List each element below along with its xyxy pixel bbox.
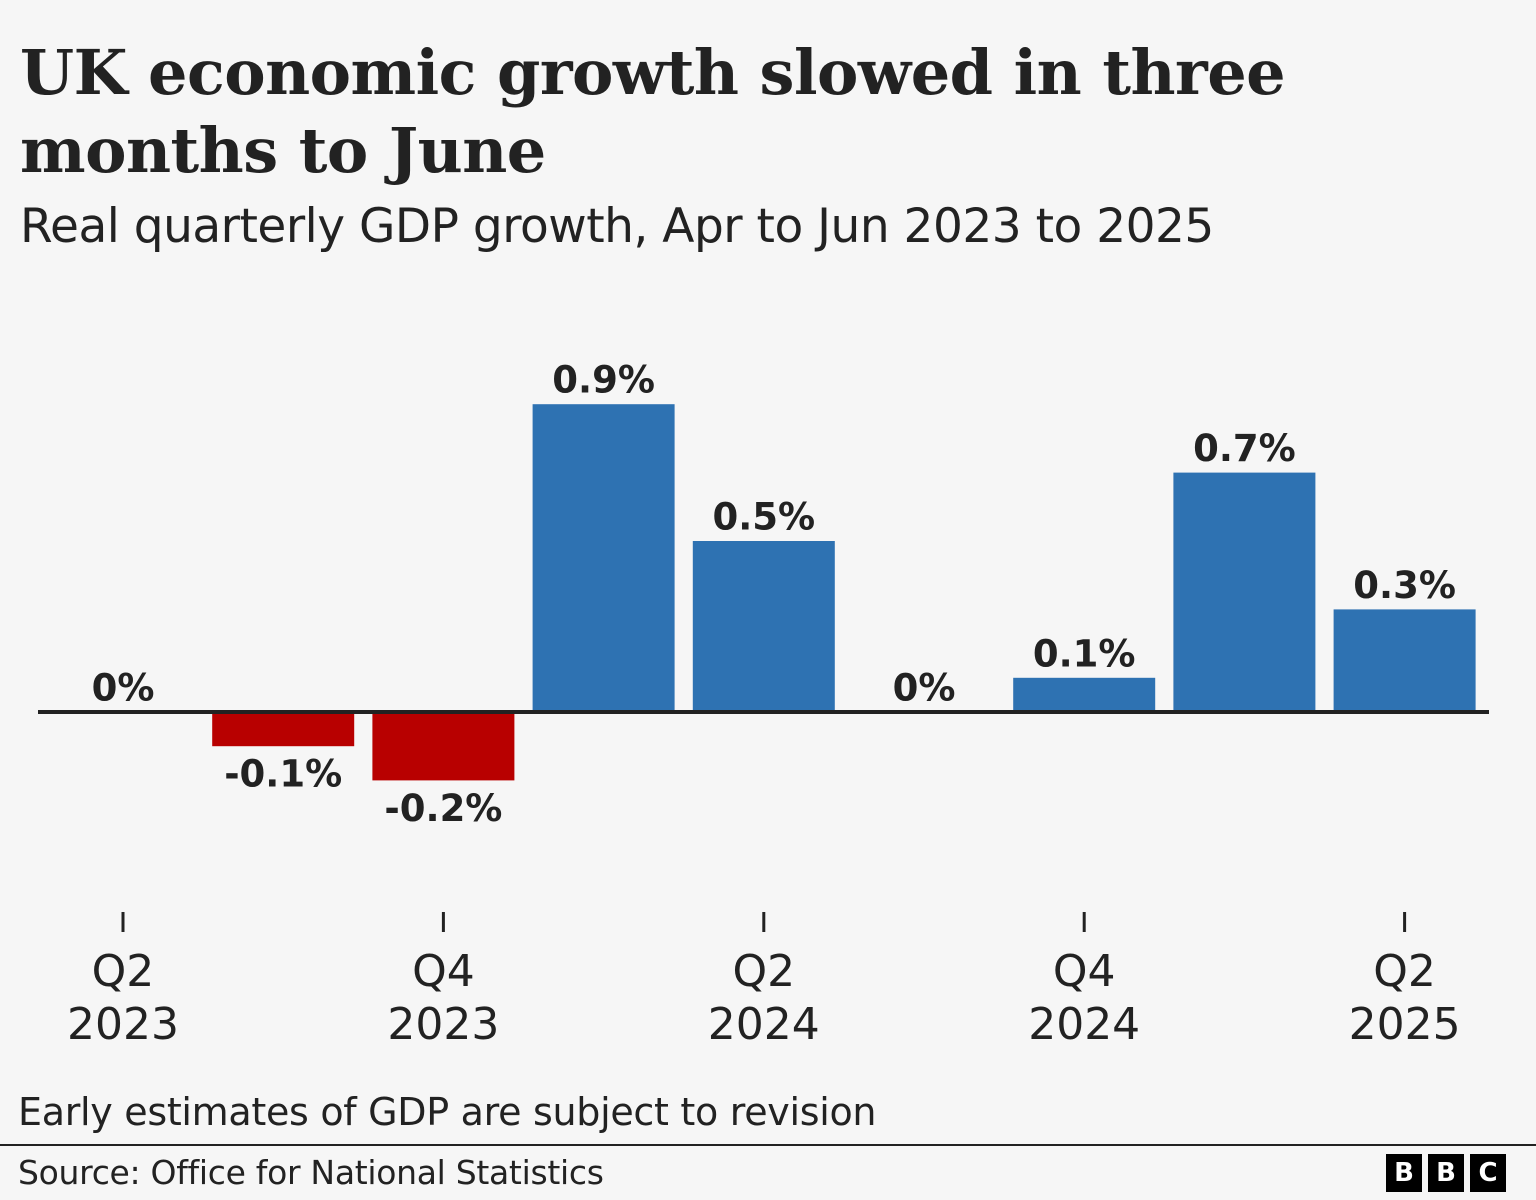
data-label: 0.7% (1193, 427, 1296, 470)
bar (212, 712, 355, 747)
x-tick-label: Q2 (92, 946, 155, 997)
data-label: 0.1% (1033, 632, 1136, 675)
bar (692, 541, 835, 712)
x-tick-label: 2025 (1349, 999, 1461, 1050)
x-tick-label: Q4 (1053, 946, 1116, 997)
data-label: 0.5% (712, 496, 815, 539)
x-tick-label: Q2 (732, 946, 795, 997)
bar-chart: 0%-0.1%-0.2%0.9%0.5%0%0.1%0.7%0.3%Q22023… (38, 359, 1489, 1050)
data-label: 0.9% (552, 359, 655, 402)
data-label: -0.1% (224, 753, 342, 796)
data-label: 0.3% (1353, 564, 1456, 607)
bbc-logo-letter: B (1386, 1154, 1422, 1192)
x-tick-label: 2024 (1028, 999, 1140, 1050)
bar (532, 404, 675, 712)
bar (1013, 677, 1156, 712)
data-label: 0% (893, 667, 956, 710)
bbc-logo-letter: C (1470, 1154, 1506, 1192)
bar (372, 712, 515, 781)
x-tick-label: 2024 (708, 999, 820, 1050)
x-tick-label: 2023 (67, 999, 179, 1050)
footer-divider (0, 1144, 1536, 1146)
bar (1173, 472, 1316, 712)
bar (1333, 609, 1476, 712)
revision-note: Early estimates of GDP are subject to re… (18, 1090, 877, 1134)
x-tick-label: Q4 (412, 946, 475, 997)
bbc-logo-letter: B (1428, 1154, 1464, 1192)
data-label: 0% (92, 667, 155, 710)
data-label: -0.2% (384, 787, 502, 830)
bbc-logo: B B C (1386, 1154, 1506, 1192)
chart-subtitle: Real quarterly GDP growth, Apr to Jun 20… (20, 199, 1214, 254)
x-tick-label: 2023 (387, 999, 499, 1050)
x-tick-label: Q2 (1373, 946, 1436, 997)
source-text: Source: Office for National Statistics (18, 1153, 604, 1192)
chart-title: UK economic growth slowed in three month… (20, 36, 1286, 187)
